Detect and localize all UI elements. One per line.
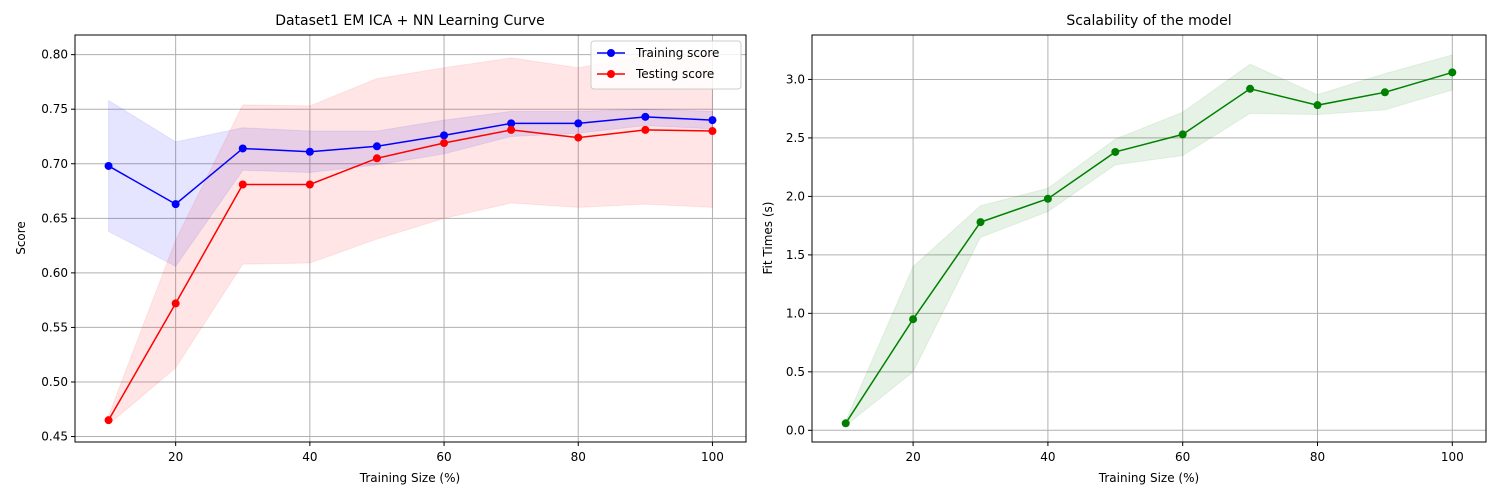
legend-box bbox=[590, 40, 742, 90]
learning-curve-point-1 bbox=[171, 299, 180, 308]
learning-curve-point-0 bbox=[171, 200, 180, 209]
learning-curve-y-tick-label: 0.70 bbox=[41, 157, 68, 171]
learning-curve-series-line-1 bbox=[107, 129, 713, 421]
scalability-ticks: 20 40 60 80 100 0.0 0.5 1.0 1.5 2.0 2.5 3.0 bbox=[786, 72, 1464, 464]
scalability-panel: Scalability of the model 20 40 60 80 100 0.0 0… bbox=[761, 13, 1487, 485]
learning-curve-lines bbox=[104, 112, 717, 425]
learning-curve-x-axis-label: Training Size (%) bbox=[359, 471, 460, 485]
learning-curve-point-1 bbox=[305, 180, 314, 189]
learning-curve-series-line-0 bbox=[108, 116, 713, 206]
learning-curve-x-tick-label: 80 bbox=[571, 450, 586, 464]
legend-marker-training bbox=[607, 49, 615, 57]
learning-curve-point-0 bbox=[574, 119, 583, 128]
legend-label-testing: Testing score bbox=[635, 67, 714, 81]
learning-curve-point-0 bbox=[440, 131, 449, 140]
scalability-point-0 bbox=[841, 419, 850, 428]
learning-curve-legend: Training score Testing score bbox=[590, 40, 742, 90]
learning-curve-point-0 bbox=[507, 119, 516, 128]
learning-curve-x-tick-label: 100 bbox=[701, 450, 724, 464]
learning-curve-y-tick-label: 0.65 bbox=[41, 211, 68, 225]
learning-curve-point-0 bbox=[708, 116, 717, 125]
scalability-x-tick-label: 40 bbox=[1040, 450, 1055, 464]
learning-curve-x-tick-label: 60 bbox=[436, 450, 451, 464]
learning-curve-point-0 bbox=[104, 161, 113, 170]
scalability-x-axis-label: Training Size (%) bbox=[1098, 471, 1199, 485]
scalability-band-0 bbox=[845, 54, 1453, 427]
learning-curve-point-0 bbox=[372, 142, 381, 151]
scalability-y-tick-label: 1.0 bbox=[786, 306, 805, 320]
scalability-point-0 bbox=[1111, 147, 1120, 156]
scalability-point-0 bbox=[1178, 130, 1187, 139]
learning-curve-x-tick-label: 40 bbox=[302, 450, 317, 464]
scalability-x-tick-label: 100 bbox=[1441, 450, 1464, 464]
learning-curve-point-1 bbox=[708, 127, 717, 136]
learning-curve-y-tick-label: 0.80 bbox=[41, 48, 68, 62]
learning-curve-y-axis-label: Score bbox=[14, 221, 28, 255]
scalability-y-tick-label: 0.5 bbox=[786, 365, 805, 379]
learning-curve-point-1 bbox=[440, 139, 449, 148]
scalability-y-tick-label: 0.0 bbox=[786, 423, 805, 437]
scalability-point-0 bbox=[1043, 194, 1052, 203]
scalability-x-tick-label: 20 bbox=[905, 450, 920, 464]
learning-curve-x-tick-label: 20 bbox=[168, 450, 183, 464]
learning-curve-panel: Dataset1 EM ICA + NN Learning Curve 20 40… bbox=[14, 13, 747, 485]
learning-curve-point-1 bbox=[104, 416, 113, 425]
learning-curve-y-tick-label: 0.45 bbox=[41, 430, 68, 444]
scalability-point-0 bbox=[1448, 68, 1457, 77]
learning-curve-frame bbox=[74, 34, 747, 443]
learning-curve-point-1 bbox=[507, 125, 516, 134]
scalability-point-0 bbox=[1313, 101, 1322, 110]
scalability-y-tick-label: 2.5 bbox=[786, 131, 805, 145]
learning-curve-y-tick-label: 0.55 bbox=[41, 320, 68, 334]
scalability-lines bbox=[841, 68, 1457, 428]
scalability-point-0 bbox=[1246, 84, 1255, 93]
scalability-y-tick-label: 2.0 bbox=[786, 189, 805, 203]
learning-curve-point-0 bbox=[238, 144, 247, 153]
scalability-title: Scalability of the model bbox=[1066, 13, 1231, 29]
scalability-bands bbox=[845, 54, 1453, 427]
legend-marker-testing bbox=[607, 70, 615, 78]
scalability-y-tick-label: 3.0 bbox=[786, 72, 805, 86]
scalability-y-tick-label: 1.5 bbox=[786, 248, 805, 262]
learning-curve-ticks: 20 40 60 80 100 0.45 0.50 0.55 0.60 0.65 0.70 0.75 0… bbox=[41, 48, 724, 464]
learning-curve-point-1 bbox=[372, 154, 381, 163]
learning-curve-point-1 bbox=[238, 180, 247, 189]
scalability-point-0 bbox=[909, 315, 918, 324]
learning-curve-bands bbox=[108, 55, 713, 426]
learning-curve-y-tick-label: 0.75 bbox=[41, 102, 68, 116]
legend-label-training: Training score bbox=[635, 46, 719, 60]
learning-curve-point-0 bbox=[641, 112, 650, 121]
scalability-frame bbox=[811, 34, 1487, 443]
learning-curve-band-1 bbox=[108, 55, 713, 426]
scalability-point-0 bbox=[1380, 88, 1389, 97]
scalability-x-tick-label: 60 bbox=[1175, 450, 1190, 464]
learning-curve-point-1 bbox=[574, 133, 583, 142]
learning-curve-point-0 bbox=[305, 147, 314, 156]
scalability-x-tick-label: 80 bbox=[1310, 450, 1325, 464]
learning-curve-point-1 bbox=[641, 125, 650, 134]
learning-curve-title: Dataset1 EM ICA + NN Learning Curve bbox=[275, 13, 545, 29]
scalability-y-axis-label: Fit Times (s) bbox=[761, 202, 775, 275]
learning-curve-y-tick-label: 0.50 bbox=[41, 375, 68, 389]
scalability-grid bbox=[812, 35, 1486, 442]
scalability-series-line-0 bbox=[845, 71, 1453, 424]
scalability-point-0 bbox=[976, 218, 985, 227]
learning-curve-y-tick-label: 0.60 bbox=[41, 266, 68, 280]
